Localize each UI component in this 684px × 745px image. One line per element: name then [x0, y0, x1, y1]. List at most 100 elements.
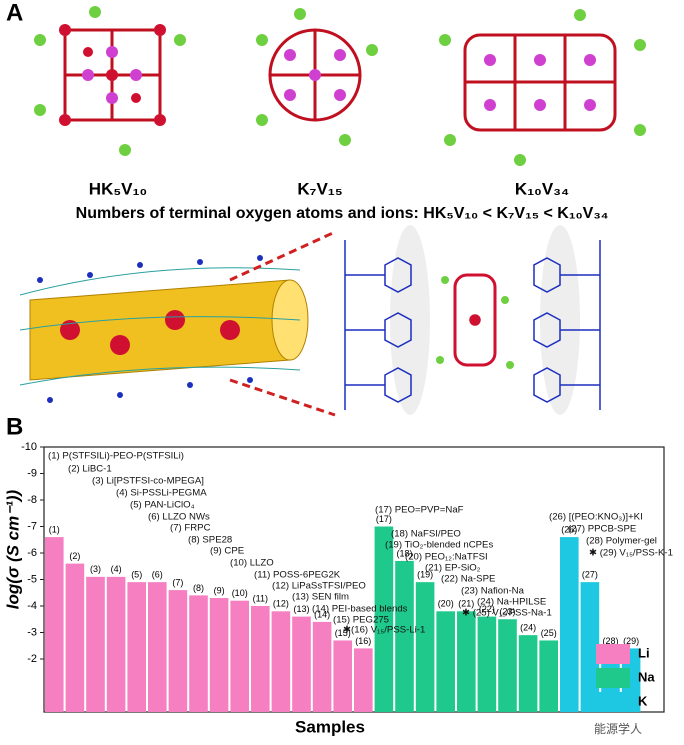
- annotation: (11) POSS-6PEG2K: [254, 570, 341, 581]
- molecule-3: [439, 9, 646, 166]
- annotation: (2) LiBC-1: [68, 464, 112, 475]
- bar-label: (12): [273, 599, 289, 609]
- legend-swatch: [596, 668, 630, 688]
- bar-label: (15): [335, 628, 351, 638]
- y-tick-label: -2: [27, 653, 37, 665]
- legend-swatch: [596, 692, 630, 712]
- annotation: (18) NaFSI/PEO: [391, 529, 461, 540]
- annotation: (14) PEI-based blends: [312, 604, 408, 615]
- y-tick-label: -5: [27, 573, 37, 585]
- bar: [312, 621, 332, 712]
- annotation: (21) EP-SiO₂: [425, 563, 481, 574]
- bar: [457, 611, 476, 712]
- annotation: ✱ (25) V₁₅/PSS-Na-1: [462, 608, 552, 619]
- bar: [230, 600, 249, 712]
- bar-label: (14): [314, 609, 330, 619]
- bar: [251, 606, 270, 712]
- molecule-2: [256, 8, 378, 146]
- bar-label: (26): [561, 524, 577, 534]
- y-axis-label: log(σ (S cm⁻¹)): [3, 489, 22, 609]
- tube: [19, 230, 336, 417]
- annotation: (27) PPCB-SPE: [568, 524, 636, 535]
- bar-label: (17): [376, 514, 392, 524]
- bar: [436, 611, 455, 712]
- bar-label: (2): [69, 551, 80, 561]
- panel-label: A: [6, 0, 23, 26]
- annotation: ✱ (29) V₁₅/PSS-K-1: [589, 548, 673, 559]
- bar-label: (10): [232, 588, 248, 598]
- annotation: (13) SEN film: [292, 592, 349, 603]
- annotation: (23) Nafion-Na: [461, 586, 525, 597]
- polymer-structure: [344, 225, 601, 415]
- legend-label: K: [638, 693, 648, 708]
- annotation: (24) Na-HPILSE: [477, 597, 546, 608]
- bar-label: (7): [172, 577, 183, 587]
- bar: [292, 616, 311, 712]
- bar-label: (16): [355, 636, 371, 646]
- legend-swatch: [596, 644, 630, 664]
- annotation: (3) Li[PSTFSI-co-MPEGA]: [92, 476, 204, 487]
- y-tick-label: -9: [27, 467, 37, 479]
- annotation: (9) CPE: [210, 546, 244, 557]
- bar: [333, 640, 352, 712]
- bar-label: (29): [623, 636, 639, 646]
- annotation: (1) P(STFSILi)-PEO-P(STFSILi): [48, 451, 184, 462]
- bar: [189, 595, 208, 712]
- bar: [168, 590, 188, 712]
- caption: Numbers of terminal oxygen atoms and ion…: [76, 205, 609, 222]
- bar-label: (3): [90, 564, 101, 574]
- y-tick-label: -7: [27, 520, 37, 532]
- bar: [65, 563, 85, 712]
- y-tick-label: -8: [27, 494, 37, 506]
- y-tick-label: -6: [27, 547, 37, 559]
- bar-label: (21): [458, 599, 474, 609]
- bar: [560, 537, 579, 712]
- annotation: (15) PEG275: [333, 615, 389, 626]
- legend-label: Na: [638, 669, 655, 684]
- annotation: (7) FRPC: [170, 523, 211, 534]
- bar-label: (1): [49, 524, 60, 534]
- annotation: (5) PAN-LiClO₄: [130, 500, 195, 511]
- bar-label: (20): [438, 599, 454, 609]
- bar: [415, 582, 435, 712]
- bar: [127, 582, 146, 712]
- bar-label: (8): [193, 583, 204, 593]
- annotation: (8) SPE28: [188, 535, 232, 546]
- annotation: (28) Polymer-gel: [586, 536, 657, 547]
- formula: HK₅V₁₀: [89, 179, 147, 198]
- annotation: (26) [(PEO:KNO₃)]+KI: [549, 512, 643, 523]
- bar-label: (28): [602, 636, 618, 646]
- formula: K₇V₁₅: [297, 179, 342, 198]
- bar-label: (9): [214, 585, 225, 595]
- bar-label: (23): [499, 607, 515, 617]
- annotation: (17) PEO=PVP=NaF: [375, 505, 464, 516]
- bar: [498, 619, 517, 712]
- annotation: (20) PEO₁₂:NaTFSI: [405, 552, 488, 563]
- legend-label: Li: [638, 645, 650, 660]
- panel-label: B: [6, 413, 23, 440]
- bar-label: (11): [253, 593, 268, 603]
- y-tick-label: -3: [27, 626, 37, 638]
- bar-label: (18): [396, 548, 412, 558]
- x-axis-label: Samples: [295, 717, 365, 736]
- annotation: (19) TiO₂-blended nCPEs: [385, 540, 493, 551]
- bar-label: (22): [479, 604, 495, 614]
- bar: [106, 576, 126, 712]
- bar-label: (25): [541, 628, 557, 638]
- bar: [86, 576, 105, 712]
- bar-label: (19): [417, 570, 433, 580]
- bar: [518, 635, 538, 712]
- annotation: ✱(16) V₁₅/PSS-Li-1: [343, 625, 425, 636]
- bar: [148, 582, 167, 712]
- bar: [539, 640, 558, 712]
- bar-label: (5): [131, 570, 142, 580]
- bar-label: (4): [111, 564, 122, 574]
- bar: [374, 526, 394, 712]
- bar-label: (13): [293, 604, 309, 614]
- watermark: 能源学人: [594, 721, 642, 736]
- annotation: (4) Si-PSSLi-PEGMA: [116, 488, 207, 499]
- molecule-1: [34, 6, 186, 156]
- y-tick-label: -10: [21, 441, 37, 453]
- bar: [477, 616, 497, 712]
